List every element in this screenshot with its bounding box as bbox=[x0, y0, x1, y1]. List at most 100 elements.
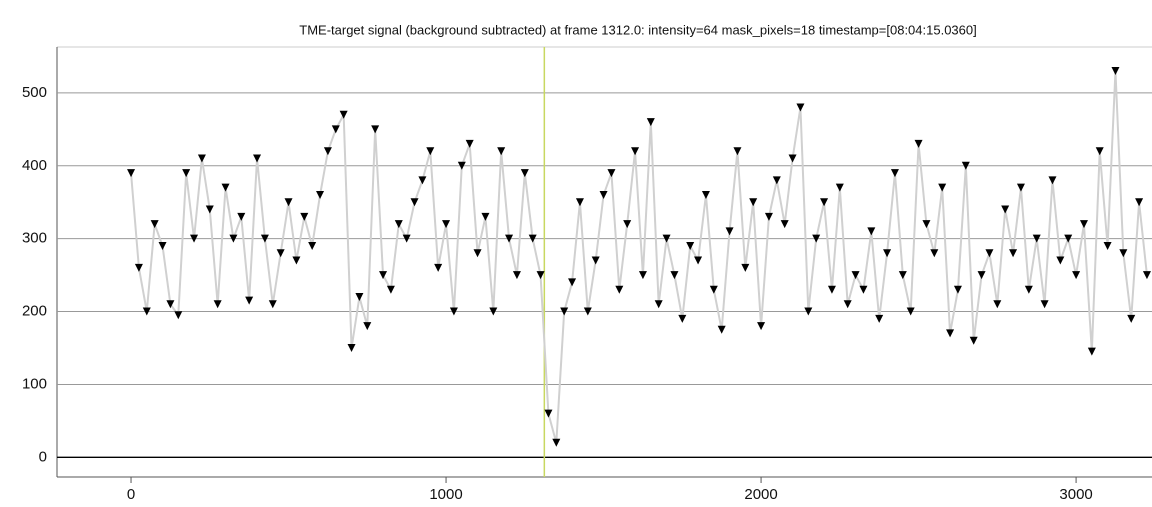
marker bbox=[347, 344, 356, 352]
marker bbox=[1095, 147, 1104, 156]
marker bbox=[560, 307, 569, 316]
marker bbox=[457, 161, 466, 170]
marker bbox=[552, 438, 561, 447]
marker bbox=[174, 311, 183, 320]
marker bbox=[221, 183, 230, 192]
chart-title: TME-target signal (background subtracted… bbox=[299, 22, 976, 37]
marker bbox=[757, 322, 766, 331]
marker bbox=[465, 139, 474, 148]
marker bbox=[134, 263, 143, 272]
marker bbox=[434, 263, 443, 272]
marker bbox=[993, 300, 1002, 309]
marker bbox=[363, 322, 372, 331]
marker bbox=[127, 169, 136, 178]
series-line bbox=[130, 71, 1148, 444]
marker bbox=[709, 285, 718, 294]
marker bbox=[386, 285, 395, 294]
x-tick-label: 3000 bbox=[1059, 486, 1092, 503]
marker bbox=[946, 329, 955, 338]
marker bbox=[213, 300, 222, 309]
marker bbox=[694, 256, 703, 265]
marker bbox=[426, 147, 435, 156]
marker bbox=[528, 234, 537, 243]
marker bbox=[355, 292, 364, 301]
marker bbox=[449, 307, 458, 316]
marker bbox=[686, 241, 695, 250]
marker bbox=[867, 227, 876, 236]
marker bbox=[473, 249, 482, 258]
marker bbox=[733, 147, 742, 156]
marker bbox=[442, 220, 451, 229]
marker bbox=[591, 256, 600, 265]
marker bbox=[1024, 285, 1033, 294]
y-tick-label: 300 bbox=[22, 230, 47, 247]
marker bbox=[1119, 249, 1128, 258]
marker bbox=[953, 285, 962, 294]
marker bbox=[890, 169, 899, 178]
y-tick-label: 0 bbox=[39, 448, 47, 465]
marker bbox=[670, 271, 679, 280]
marker bbox=[938, 183, 947, 192]
marker bbox=[1001, 205, 1010, 214]
marker bbox=[717, 325, 726, 334]
marker bbox=[276, 249, 285, 258]
marker bbox=[1079, 220, 1088, 229]
marker bbox=[788, 154, 797, 163]
marker bbox=[182, 169, 191, 178]
marker bbox=[166, 300, 175, 309]
marker bbox=[536, 271, 545, 280]
marker bbox=[772, 176, 781, 185]
marker bbox=[284, 198, 293, 207]
marker bbox=[764, 212, 773, 221]
marker bbox=[883, 249, 892, 258]
marker bbox=[615, 285, 624, 294]
marker bbox=[331, 125, 340, 134]
marker bbox=[1142, 271, 1151, 280]
marker bbox=[253, 154, 262, 163]
marker bbox=[1111, 67, 1120, 76]
marker bbox=[260, 234, 269, 243]
marker bbox=[631, 147, 640, 156]
y-tick-label: 100 bbox=[22, 375, 47, 392]
marker bbox=[1056, 256, 1065, 265]
y-tick-label: 400 bbox=[22, 157, 47, 174]
marker bbox=[544, 409, 553, 418]
marker bbox=[843, 300, 852, 309]
marker bbox=[985, 249, 994, 258]
marker bbox=[780, 220, 789, 229]
marker bbox=[741, 263, 750, 272]
marker bbox=[308, 241, 317, 250]
marker bbox=[497, 147, 506, 156]
marker bbox=[339, 110, 348, 119]
marker bbox=[197, 154, 206, 163]
marker bbox=[402, 234, 411, 243]
marker bbox=[875, 314, 884, 323]
marker bbox=[410, 198, 419, 207]
marker bbox=[898, 271, 907, 280]
marker bbox=[394, 220, 403, 229]
marker bbox=[158, 241, 167, 250]
marker bbox=[292, 256, 301, 265]
marker bbox=[1103, 241, 1112, 250]
marker bbox=[583, 307, 592, 316]
y-tick-label: 500 bbox=[22, 84, 47, 101]
marker bbox=[623, 220, 632, 229]
marker bbox=[1127, 314, 1136, 323]
x-tick-label: 2000 bbox=[744, 486, 777, 503]
marker bbox=[835, 183, 844, 192]
y-tick-label: 200 bbox=[22, 303, 47, 320]
marker bbox=[379, 271, 388, 280]
marker bbox=[1032, 234, 1041, 243]
marker bbox=[371, 125, 380, 134]
marker bbox=[1016, 183, 1025, 192]
marker bbox=[481, 212, 490, 221]
marker bbox=[796, 103, 805, 112]
marker bbox=[749, 198, 758, 207]
marker bbox=[859, 285, 868, 294]
marker bbox=[646, 118, 655, 127]
marker bbox=[323, 147, 332, 156]
marker bbox=[607, 169, 616, 178]
